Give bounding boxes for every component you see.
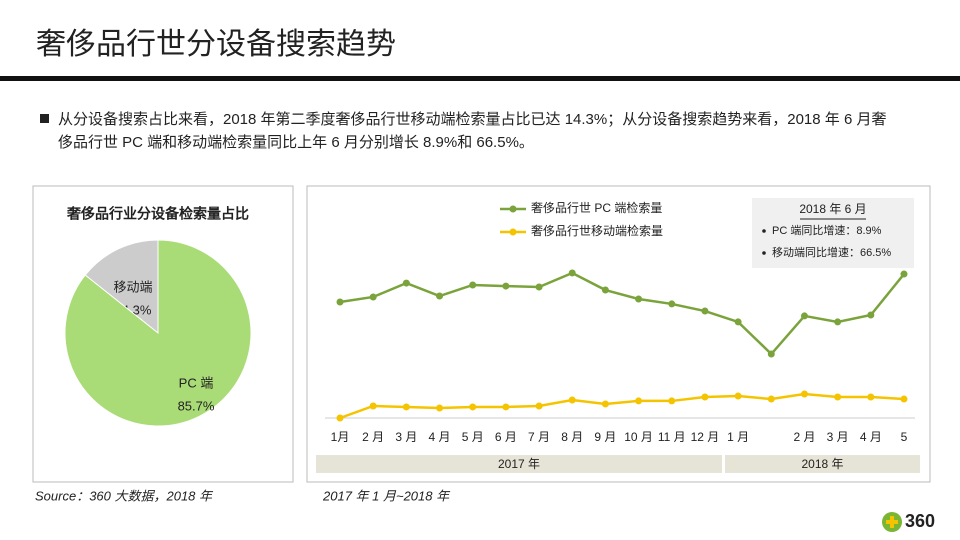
legend-label: 奢侈品行世 PC 端检索量 xyxy=(531,200,662,215)
year-band xyxy=(725,455,920,473)
annotation-item: 移动端同比增速：66.5% xyxy=(772,245,891,259)
data-point xyxy=(635,397,643,405)
data-point xyxy=(767,395,775,403)
x-tick-label: 3 月 xyxy=(395,430,417,444)
slide-title: 奢侈品行世分设备搜索趋势 xyxy=(36,28,396,61)
pie-slice xyxy=(84,239,159,335)
slice-label: 移动端 xyxy=(113,279,152,294)
logo: 360 xyxy=(905,511,935,531)
data-point xyxy=(369,402,377,410)
pie-title: 奢侈品行业分设备检索量占比 xyxy=(66,206,249,222)
x-tick-label: 7 月 xyxy=(528,430,550,444)
x-tick-label: 2 月 xyxy=(793,430,815,444)
data-point xyxy=(535,283,543,291)
x-tick-label: 4 月 xyxy=(860,430,882,444)
logo-icon xyxy=(890,516,894,528)
annotation-title: 2018 年 6 月 xyxy=(799,202,866,216)
x-tick-label: 1月 xyxy=(331,430,350,444)
data-point xyxy=(436,404,444,412)
x-tick-label: 6 月 xyxy=(495,430,517,444)
annotation-item: PC 端同比增速：8.9% xyxy=(772,223,882,237)
x-tick-label: 1 月 xyxy=(727,430,749,444)
period: 2017 年 1 月~2018 年 xyxy=(322,488,451,503)
annotation-box xyxy=(752,198,914,268)
x-tick-label: 5 xyxy=(901,430,908,444)
data-point xyxy=(436,292,444,300)
data-point xyxy=(635,295,643,303)
line-panel xyxy=(306,185,931,483)
x-tick-label: 4 月 xyxy=(429,430,451,444)
x-tick-label: 12 月 xyxy=(691,430,720,444)
x-tick-label: 10 月 xyxy=(624,430,653,444)
x-tick-label: 11 月 xyxy=(658,430,686,444)
data-point xyxy=(502,282,510,290)
data-point xyxy=(502,403,510,411)
data-point xyxy=(535,402,543,410)
data-point xyxy=(734,392,742,400)
data-point xyxy=(734,318,742,326)
legend-label: 奢侈品行世移动端检索量 xyxy=(531,223,663,238)
annotation-bullet xyxy=(762,251,766,255)
data-point xyxy=(601,400,609,408)
x-tick-label: 2 月 xyxy=(362,430,384,444)
data-point xyxy=(402,279,410,287)
data-point xyxy=(469,281,477,289)
x-tick-label: 9 月 xyxy=(594,430,616,444)
slice-value: 85.7% xyxy=(178,398,215,413)
pie-slice xyxy=(64,239,252,427)
data-point xyxy=(800,390,808,398)
bullet-line: 从分设备搜索占比来看，2018 年第二季度奢侈品行世移动端检索量占比已达 14.… xyxy=(58,110,886,128)
data-point xyxy=(668,300,676,308)
data-point xyxy=(767,350,775,358)
pie-panel xyxy=(32,185,294,483)
series-line xyxy=(339,271,905,356)
series-line xyxy=(339,392,905,420)
data-point xyxy=(900,270,908,278)
x-tick-label: 5 月 xyxy=(462,430,484,444)
bullet-line: 侈品行世 PC 端和移动端检索量同比上年 6 月分别增长 8.9%和 66.5%… xyxy=(58,134,534,151)
data-point xyxy=(402,403,410,411)
data-point xyxy=(369,293,377,301)
data-point xyxy=(601,286,609,294)
year-band xyxy=(316,455,722,473)
data-point xyxy=(336,414,344,422)
bullet-square xyxy=(40,114,49,123)
data-point xyxy=(867,311,875,319)
legend-swatch xyxy=(509,205,517,213)
source: Source：360 大数据，2018 年 xyxy=(35,488,214,503)
data-point xyxy=(900,395,908,403)
data-point xyxy=(469,403,477,411)
data-point xyxy=(568,396,576,404)
data-point xyxy=(834,318,842,326)
data-point xyxy=(336,298,344,306)
data-point xyxy=(834,393,842,401)
annotation-bullet xyxy=(762,229,766,233)
title-rule xyxy=(0,76,960,81)
x-tick-label: 3 月 xyxy=(827,430,849,444)
data-point xyxy=(701,307,709,315)
year-label: 2018 年 xyxy=(801,457,843,471)
data-point xyxy=(668,397,676,405)
x-tick-label: 8 月 xyxy=(561,430,583,444)
data-point xyxy=(800,312,808,320)
slice-label: PC 端 xyxy=(179,375,214,390)
data-point xyxy=(701,393,709,401)
data-point xyxy=(867,393,875,401)
data-point xyxy=(568,269,576,277)
year-label: 2017 年 xyxy=(498,457,540,471)
legend-swatch xyxy=(509,228,517,236)
